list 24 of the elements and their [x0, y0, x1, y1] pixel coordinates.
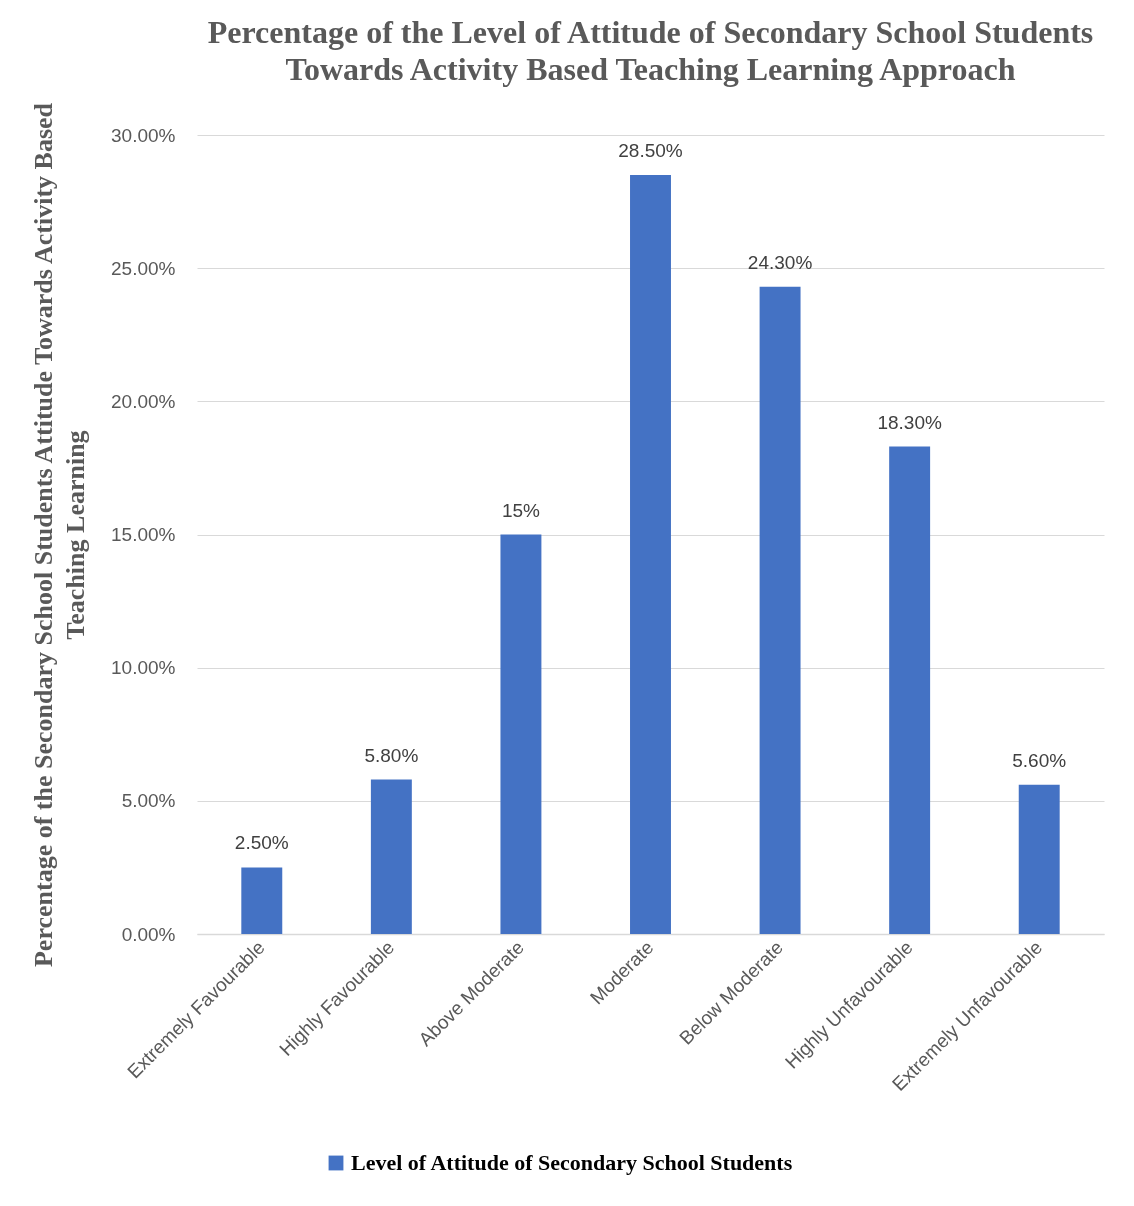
- y-tick-label: 10.00%: [111, 657, 176, 679]
- data-label: 18.30%: [877, 411, 942, 433]
- data-label: 15%: [501, 499, 541, 521]
- data-label: 28.50%: [618, 139, 683, 161]
- bar: [1018, 784, 1060, 934]
- chart-title: Percentage of the Level of Attitude of Secondary School Students Towards Activity Based Teaching Learning Approach: [207, 13, 1094, 87]
- data-label: 5.60%: [1012, 749, 1067, 771]
- bar: [241, 867, 283, 934]
- data-label: 2.50%: [234, 832, 289, 854]
- legend-label: Level of Attitude of Secondary School Students: [351, 1150, 793, 1175]
- y-tick-label: 20.00%: [111, 390, 176, 412]
- y-tick-label: 25.00%: [111, 257, 176, 279]
- y-axis-title: Percentage of the Secondary School Students Attitude Towards Activity Based Teaching Learning: [29, 102, 91, 968]
- bar: [370, 779, 412, 934]
- y-tick-label: 0.00%: [121, 923, 176, 945]
- y-tick-label: 30.00%: [111, 124, 176, 146]
- bar: [889, 446, 931, 934]
- bar: [630, 174, 671, 934]
- data-label: 5.80%: [364, 744, 419, 766]
- bar: [500, 534, 542, 934]
- bar: [759, 286, 801, 934]
- y-tick-label: 5.00%: [121, 790, 176, 812]
- data-label: 24.30%: [747, 251, 813, 273]
- y-tick-label: 15.00%: [111, 524, 176, 545]
